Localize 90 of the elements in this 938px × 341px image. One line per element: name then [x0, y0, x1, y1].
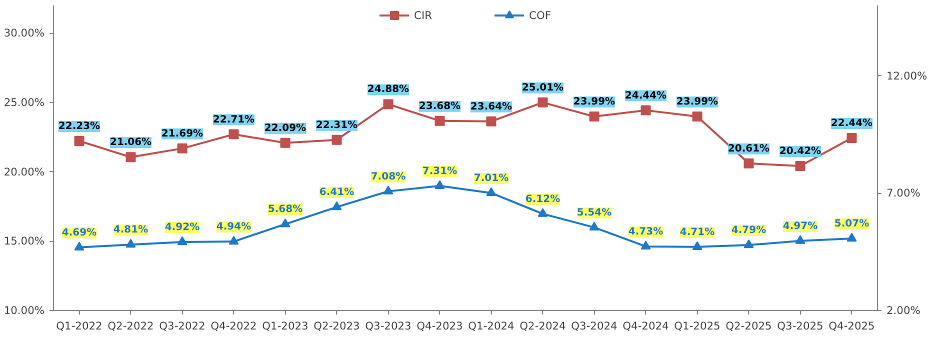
point [383, 99, 394, 110]
point [177, 236, 188, 246]
point [795, 161, 806, 172]
y-tick-label: 25.00% [4, 96, 45, 110]
point [280, 138, 290, 148]
legend-label: CIR [414, 8, 434, 22]
point [538, 97, 548, 108]
y2-tick-label: 12.00% [886, 69, 928, 82]
point [126, 152, 136, 162]
point [486, 187, 496, 196]
x-tick-label: Q3-2022 [159, 320, 206, 332]
x-tick-label: Q2-2023 [314, 320, 360, 332]
data-label: 4.94% [216, 222, 252, 233]
data-label: 21.06% [110, 137, 152, 148]
data-label: 6.12% [525, 194, 560, 205]
y-tick-label: 30.00% [4, 26, 45, 40]
point [177, 143, 188, 154]
y-tick-label: 10.00% [4, 304, 45, 317]
point [744, 158, 754, 168]
point [126, 238, 136, 248]
y-tick-label: 20.00% [4, 165, 45, 178]
point [74, 242, 84, 250]
point [486, 116, 496, 126]
data-label: 4.81% [113, 224, 148, 236]
x-tick-label: Q3-2024 [571, 320, 618, 332]
data-label: 22.71% [212, 114, 255, 126]
point [692, 112, 702, 122]
point [434, 180, 445, 190]
data-label: 7.01% [474, 172, 509, 184]
legend-label: COF [529, 8, 551, 22]
data-label: 25.01% [522, 82, 564, 94]
point [692, 241, 702, 250]
point [846, 232, 857, 242]
x-tick-label: Q4-2025 [828, 320, 875, 332]
x-tick-label: Q3-2025 [777, 320, 824, 332]
data-label: 22.44% [830, 118, 873, 130]
point [640, 240, 651, 250]
x-tick-label: Q2-2025 [726, 320, 772, 332]
point [589, 112, 600, 122]
data-label: 21.69% [161, 128, 204, 140]
y2-tick-label: 2.00% [886, 304, 920, 317]
x-tick-label: Q4-2022 [210, 320, 257, 332]
x-tick-label: Q2-2022 [108, 320, 154, 332]
data-label: 4.69% [62, 227, 97, 238]
data-label: 22.09% [264, 122, 306, 134]
data-label: 22.23% [58, 120, 100, 132]
point [280, 218, 290, 228]
x-tick-label: Q1-2023 [262, 320, 308, 332]
data-label: 23.68% [418, 100, 461, 112]
point [744, 239, 754, 248]
data-label: 5.68% [268, 204, 303, 216]
data-label: 23.64% [470, 101, 512, 112]
data-label: 5.54% [576, 207, 612, 218]
data-label: 5.07% [834, 218, 870, 230]
point [795, 235, 806, 244]
x-tick-label: Q1-2022 [56, 320, 102, 332]
data-label: 4.71% [680, 226, 715, 238]
x-tick-label: Q1-2024 [468, 320, 515, 332]
data-label: 20.42% [779, 146, 822, 158]
data-label: 4.73% [628, 226, 664, 238]
point [383, 186, 394, 194]
data-label: 7.31% [422, 166, 458, 177]
data-label: 22.31% [316, 120, 358, 131]
point [74, 136, 84, 146]
data-label: 23.99% [676, 96, 718, 108]
point [228, 236, 239, 245]
point [332, 201, 342, 210]
x-tick-label: Q3-2023 [365, 320, 412, 332]
data-label: 24.88% [367, 84, 410, 96]
point [332, 134, 342, 145]
x-tick-label: Q2-2024 [520, 320, 566, 332]
data-label: 4.79% [731, 225, 766, 236]
point [640, 105, 651, 116]
y-tick-label: 15.00% [4, 234, 45, 248]
point [846, 133, 857, 144]
y2-tick-label: 7.00% [886, 186, 920, 200]
x-tick-label: Q4-2024 [622, 320, 670, 332]
data-label: 6.41% [319, 187, 354, 198]
point [538, 208, 548, 217]
point [434, 116, 445, 126]
data-label: 4.92% [164, 222, 200, 233]
point [589, 222, 600, 231]
data-label: 4.97% [782, 220, 818, 232]
x-tick-label: Q4-2023 [416, 320, 463, 332]
x-tick-label: Q1-2025 [674, 320, 720, 332]
data-label: 24.44% [624, 90, 667, 102]
data-label: 23.99% [573, 96, 616, 108]
data-label: 7.08% [370, 171, 406, 182]
data-label: 20.61% [728, 143, 770, 154]
point [228, 129, 239, 140]
